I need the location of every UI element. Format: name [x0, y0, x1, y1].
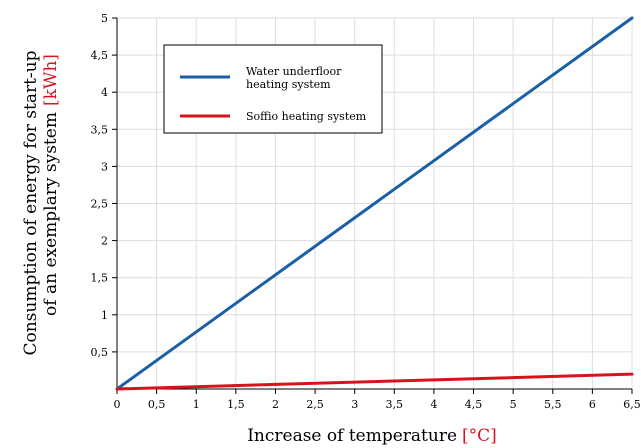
y-tick-label: 1,5: [91, 272, 109, 285]
legend-box: [163, 44, 383, 134]
y-tick-label: 2,5: [91, 198, 109, 211]
x-tick-label: 2: [272, 398, 279, 411]
y-axis-title-line1: Consumption of energy for start-up: [21, 50, 41, 355]
x-tick-label: 2,5: [306, 398, 324, 411]
x-tick-label: 3: [351, 398, 358, 411]
legend-label-1: Water underfloor: [246, 65, 342, 78]
y-tick-label: 5: [101, 12, 108, 25]
series-line-2: [115, 372, 634, 391]
x-axis-title: Increase of temperature [°C]: [247, 426, 497, 446]
x-axis-unit: [°C]: [462, 426, 497, 446]
y-tick-label: 2: [101, 235, 108, 248]
x-tick-label: 1: [193, 398, 200, 411]
x-tick-label: 0: [114, 398, 121, 411]
y-tick-label: 4: [101, 86, 108, 99]
y-axis-title-line2-group: of an exemplary system [kWh]: [41, 54, 61, 316]
y-axis-title-line2: of an exemplary system: [41, 112, 61, 316]
legend-label-2: Soffio heating system: [246, 110, 367, 123]
x-tick-label: 5: [510, 398, 517, 411]
y-tick-label: 3: [101, 160, 108, 173]
x-tick-label: 0,5: [148, 398, 166, 411]
y-tick-label: 1: [101, 309, 108, 322]
y-tick-label: 3,5: [91, 123, 109, 136]
axes: [112, 17, 633, 394]
x-tick-label: 6,5: [623, 398, 641, 411]
x-tick-label: 6: [589, 398, 596, 411]
x-tick-label: 5,5: [544, 398, 562, 411]
y-axis-title: Consumption of energy for start-up of an…: [21, 50, 61, 355]
legend-label-1: heating system: [246, 78, 331, 91]
y-axis-unit: [kWh]: [41, 54, 61, 106]
x-tick-label: 3,5: [386, 398, 404, 411]
x-tick-label: 4,5: [465, 398, 483, 411]
y-tick-label: 4,5: [91, 49, 109, 62]
series-line-1: [115, 16, 634, 391]
series: [115, 16, 634, 391]
x-tick-label: 4: [430, 398, 437, 411]
x-tick-label: 1,5: [227, 398, 245, 411]
x-axis-title-text: Increase of temperature: [247, 426, 457, 446]
y-tick-label: 0,5: [91, 346, 109, 359]
tick-labels: 0,5 1 1,5 2 2,5 3 3,5 4 4,5 5 0 0,5 1 1,5 2 2,5 3 3,5 4 4,5…: [91, 12, 641, 411]
